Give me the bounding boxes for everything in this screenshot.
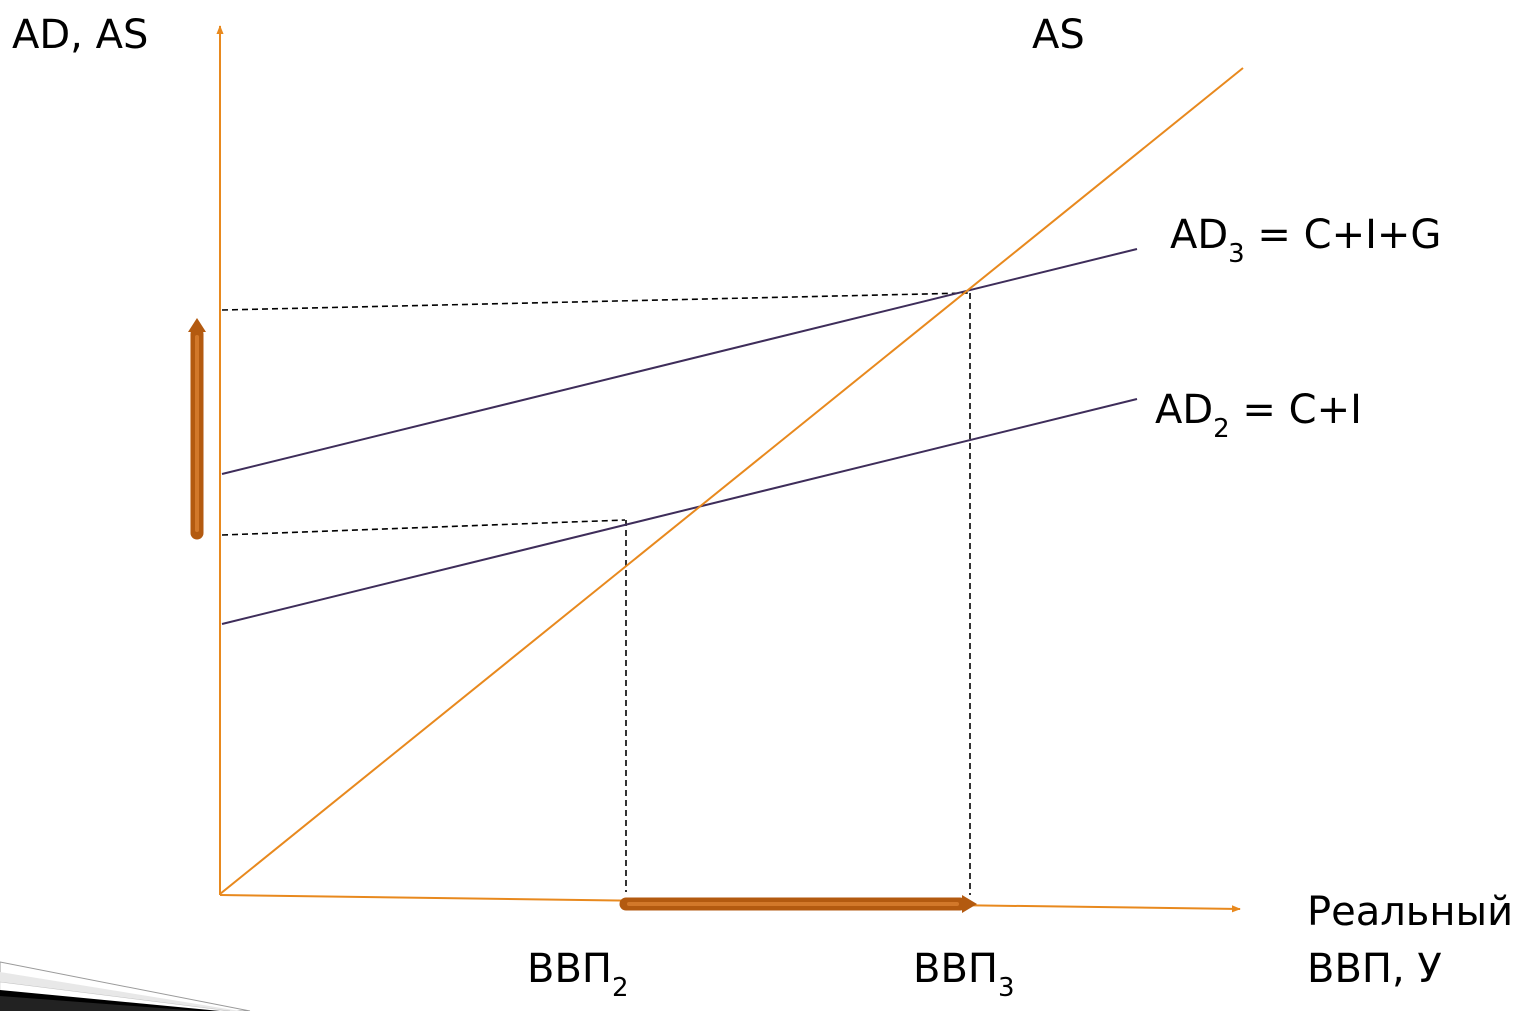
ad3-label: AD3 = C+I+G <box>1170 212 1441 269</box>
guide-line-ad3-level <box>221 292 969 311</box>
gdp2-label: ВВП2 <box>527 946 629 1003</box>
as-line <box>219 67 1244 895</box>
ad3-label-main: AD <box>1170 212 1228 258</box>
ad3-line <box>221 248 1138 475</box>
arrow-up-icon <box>188 318 206 540</box>
ad2-label-main: AD <box>1155 387 1213 433</box>
x-axis-label-line2: ВВП, У <box>1307 946 1442 992</box>
ad2-line <box>221 398 1138 625</box>
gdp3-label-main: ВВП <box>913 946 998 992</box>
guide-lines <box>221 292 971 895</box>
as-label: AS <box>1032 12 1085 58</box>
gdp2-label-main: ВВП <box>527 946 612 992</box>
ad3-label-subscript: 3 <box>1228 239 1245 269</box>
gdp2-label-subscript: 2 <box>612 973 629 1003</box>
x-axis-label-line1: Реальный <box>1307 889 1513 935</box>
ad2-label-subscript: 2 <box>1213 414 1230 444</box>
ad3-label-formula: = C+I+G <box>1245 212 1442 258</box>
arrow-right-icon <box>619 895 977 913</box>
gdp3-label-subscript: 3 <box>998 973 1015 1003</box>
y-axis-label: AD, AS <box>12 12 148 58</box>
slide-corner-decoration <box>0 961 251 1011</box>
ad2-label: AD2 = C+I <box>1155 387 1362 444</box>
gdp3-label: ВВП3 <box>913 946 1015 1003</box>
ad2-label-formula: = C+I <box>1230 387 1362 433</box>
guide-line-ad2-level <box>221 519 626 536</box>
